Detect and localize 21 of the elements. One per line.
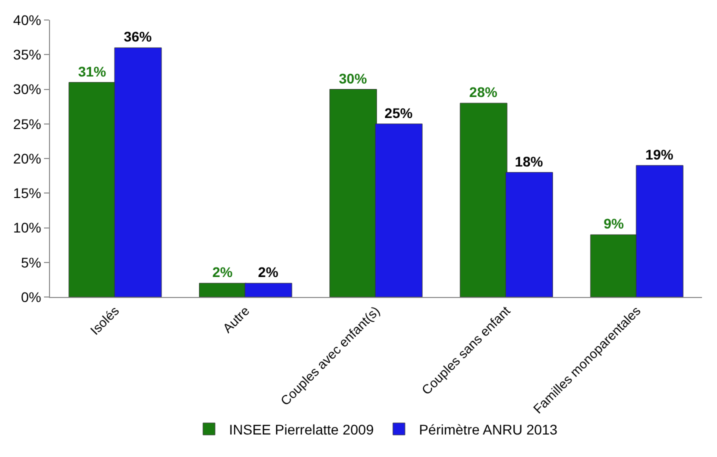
data-label: 2% bbox=[258, 264, 279, 280]
y-tick-label: 30% bbox=[13, 81, 42, 98]
y-tick-label: 20% bbox=[13, 150, 42, 166]
y-tick-label: 25% bbox=[13, 116, 42, 132]
y-tick-label: 40% bbox=[13, 12, 42, 28]
data-label: 30% bbox=[338, 70, 368, 86]
data-label: 25% bbox=[384, 104, 414, 121]
data-label: 2% bbox=[212, 264, 234, 280]
y-tick-label: 15% bbox=[13, 185, 42, 202]
data-label: 18% bbox=[514, 153, 544, 170]
data-label: 36% bbox=[124, 28, 152, 45]
y-tick-label: 35% bbox=[13, 46, 42, 63]
data-label: 9% bbox=[604, 216, 624, 232]
data-label: 19% bbox=[645, 146, 674, 162]
y-tick-label: 10% bbox=[13, 220, 42, 236]
y-tick-label: 0% bbox=[20, 288, 42, 305]
data-label: 31% bbox=[78, 63, 107, 80]
y-tick-label: 5% bbox=[20, 254, 42, 270]
legend-label: Périmètre ANRU 2013 bbox=[418, 421, 558, 438]
legend-label: INSEE Pierrelatte 2009 bbox=[229, 421, 374, 438]
data-label: 28% bbox=[469, 84, 498, 100]
